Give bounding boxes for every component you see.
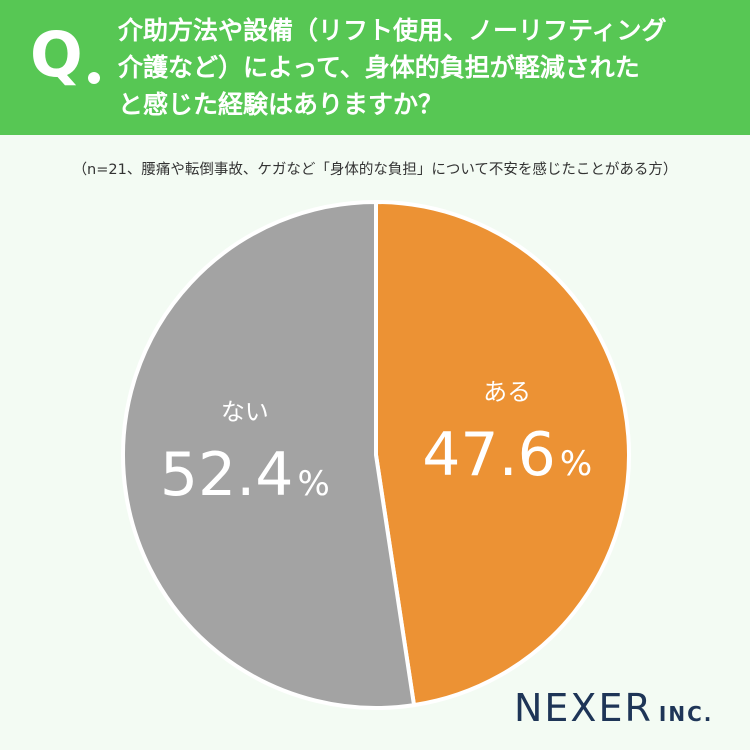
slice-label-no: ない xyxy=(221,398,269,426)
slice-value-no: 52.4% xyxy=(160,440,330,510)
question-text: 介助方法や設備（リフト使用、ノーリフティング 介護など）によって、身体的負担が軽… xyxy=(118,12,738,123)
sample-note: （n=21、腰痛や転倒事故、ケガなど「身体的な負担」について不安を感じたことがあ… xyxy=(72,162,678,178)
question-header: Q 介助方法や設備（リフト使用、ノーリフティング 介護など）によって、身体的負担… xyxy=(0,0,750,135)
q-label: Q xyxy=(30,18,83,91)
q-dot-icon xyxy=(88,72,100,84)
question-line-2: 介護など）によって、身体的負担が軽減された xyxy=(118,53,640,82)
slice-value-yes: 47.6% xyxy=(422,420,592,490)
pie-slice-no xyxy=(121,200,417,710)
logo-main: NEXER xyxy=(514,686,653,730)
logo-suffix: INC. xyxy=(658,702,714,726)
slice-label-yes: ある xyxy=(483,378,531,406)
pie-slice-yes xyxy=(374,200,631,708)
nexer-logo: NEXER INC. xyxy=(514,686,713,730)
question-line-3: と感じた経験はありますか？ xyxy=(118,90,444,119)
question-line-1: 介助方法や設備（リフト使用、ノーリフティング xyxy=(118,16,667,45)
